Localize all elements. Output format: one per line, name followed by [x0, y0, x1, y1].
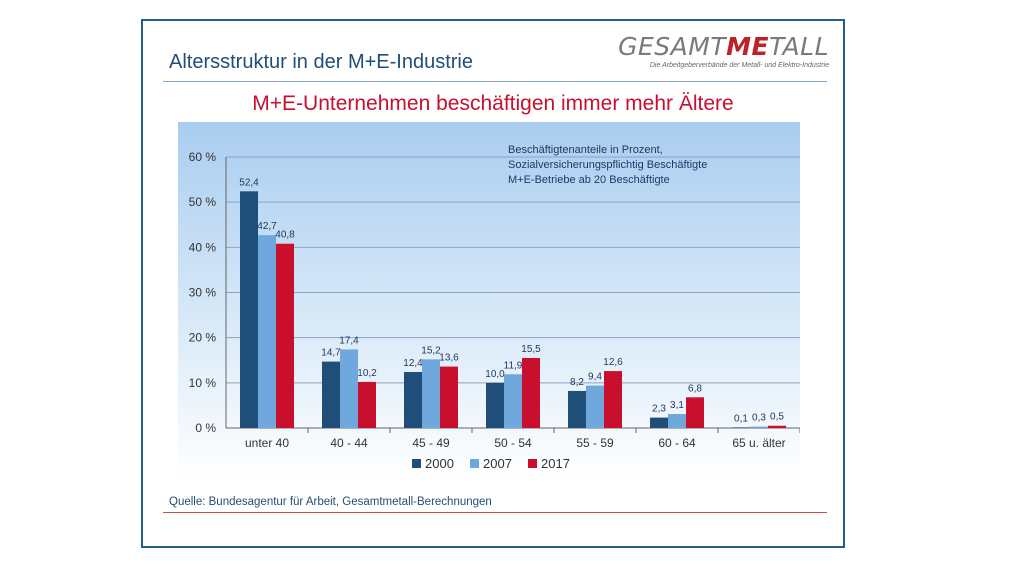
bar-2000 [486, 382, 504, 428]
x-tick-label: 65 u. älter [732, 436, 785, 450]
bar-2007 [258, 235, 276, 428]
bar-2007 [750, 426, 768, 428]
x-tick-label: 45 - 49 [412, 436, 450, 450]
legend-label-2007: 2007 [483, 456, 512, 471]
logo-suffix: TALL [769, 32, 829, 61]
x-tick-label: 55 - 59 [576, 436, 614, 450]
data-label: 14,7 [321, 348, 341, 359]
bar-2000 [404, 371, 422, 428]
x-tick-label: 50 - 54 [494, 436, 532, 450]
bar-2000 [732, 427, 750, 428]
legend-swatch-2000 [412, 459, 421, 468]
data-label: 3,1 [670, 400, 684, 411]
bar-2000 [322, 361, 340, 428]
bar-2007 [422, 359, 440, 428]
bar-2000 [240, 191, 258, 428]
data-label: 12,6 [603, 357, 623, 368]
data-label: 52,4 [239, 177, 259, 188]
bar-2000 [568, 390, 586, 428]
x-tick-label: unter 40 [245, 436, 289, 450]
x-tick-label: 40 - 44 [330, 436, 368, 450]
data-label: 15,2 [421, 345, 441, 356]
chart-legend: 2000 2007 2017 [412, 456, 570, 471]
bar-2017 [522, 357, 540, 428]
source-divider [163, 512, 827, 513]
gesamtmetall-logo: GESAMTMETALL Die Arbeitgeberverbände der… [618, 33, 829, 70]
bar-chart: Beschäftigtenanteile in Prozent, Sozialv… [178, 122, 800, 480]
data-label: 9,4 [588, 372, 602, 383]
y-tick-label: 30 % [189, 286, 217, 300]
bar-2017 [440, 366, 458, 428]
bar-2000 [650, 417, 668, 428]
data-label: 10,2 [357, 368, 377, 379]
legend-label-2000: 2000 [425, 456, 454, 471]
x-tick-label: 60 - 64 [658, 436, 696, 450]
bar-2017 [276, 243, 294, 428]
bar-2007 [586, 385, 604, 428]
source-note: Quelle: Bundesagentur für Arbeit, Gesamt… [169, 496, 492, 508]
legend-swatch-2007 [470, 459, 479, 468]
bar-2007 [668, 413, 686, 428]
y-tick-label: 0 % [195, 421, 216, 435]
legend-swatch-2017 [528, 459, 537, 468]
bar-2017 [358, 381, 376, 428]
title-divider [163, 81, 827, 82]
data-label: 11,9 [504, 360, 523, 371]
plot-area: 0 % 10 % 20 % 30 % 40 % 50 % 60 % unter 40 52,4 4… [189, 150, 800, 450]
data-label: 12,4 [403, 358, 423, 369]
data-label: 0,5 [770, 412, 784, 423]
data-label: 2,3 [652, 404, 666, 415]
legend-label-2017: 2017 [541, 456, 570, 471]
bar-2007 [340, 349, 358, 428]
data-label: 0,1 [734, 413, 748, 424]
data-label: 8,2 [570, 377, 584, 388]
y-tick-label: 20 % [189, 331, 217, 345]
data-label: 10,0 [485, 369, 505, 380]
chart-note-line-2: Sozialversicherungspflichtig Beschäftigt… [508, 159, 707, 171]
chart-note-line-3: M+E-Betriebe ab 20 Beschäftigte [508, 174, 670, 186]
data-label: 42,7 [257, 221, 277, 232]
logo-tagline: Die Arbeitgeberverbände der Metall- und … [649, 62, 829, 69]
data-label: 6,8 [688, 383, 702, 394]
y-tick-label: 40 % [189, 240, 217, 254]
data-label: 15,5 [521, 344, 541, 355]
bar-2017 [604, 371, 622, 428]
chart-headline: M+E-Unternehmen beschäftigen immer mehr … [252, 92, 734, 115]
y-tick-label: 60 % [189, 150, 217, 164]
data-label: 0,3 [752, 413, 766, 424]
y-tick-label: 50 % [189, 195, 217, 209]
y-tick-label: 10 % [189, 376, 217, 390]
logo-accent: ME [726, 32, 770, 61]
bar-2017 [768, 425, 786, 428]
chart-note-line-1: Beschäftigtenanteile in Prozent, [508, 144, 663, 156]
bar-2007 [504, 374, 522, 428]
data-label: 40,8 [275, 230, 295, 241]
bar-2017 [686, 397, 704, 428]
logo-wordmark: GESAMTMETALL [618, 33, 829, 61]
logo-prefix: GESAMT [618, 32, 727, 61]
data-label: 13,6 [439, 353, 459, 364]
data-label: 17,4 [339, 335, 359, 346]
slide-title: Altersstruktur in der M+E-Industrie [169, 51, 473, 73]
